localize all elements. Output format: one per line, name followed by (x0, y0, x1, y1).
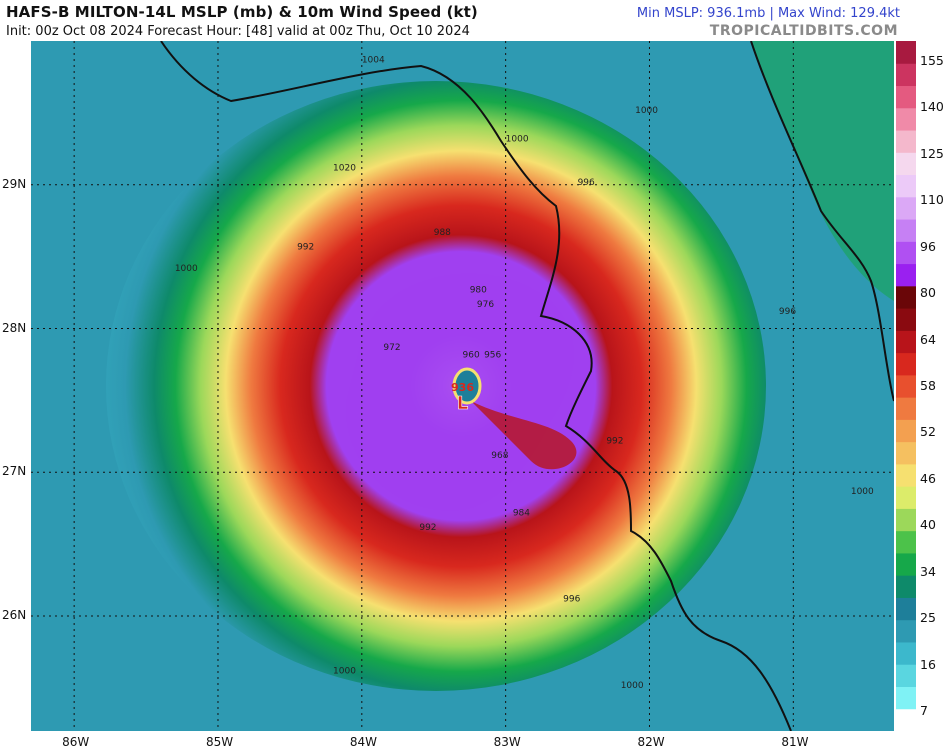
colorbar-label: 58 (920, 378, 936, 393)
isobar-label: 996 (779, 307, 796, 317)
colorbar-segment (896, 530, 916, 554)
latitude-label: 28N (2, 320, 27, 335)
colorbar-label: 64 (920, 331, 936, 347)
storm-eye (452, 367, 482, 405)
isobar-label: 960 (463, 350, 480, 360)
isobar-label: 1000 (851, 487, 874, 497)
colorbar-label: 34 (920, 563, 936, 579)
colorbar-segment (896, 196, 916, 220)
colorbar-label: 7 (920, 703, 928, 718)
longitude-label: 83W (493, 735, 521, 749)
isobar-label: 988 (434, 228, 451, 238)
colorbar-segment (896, 219, 916, 242)
storm-stats: Min MSLP: 936.1mb | Max Wind: 129.4kt (636, 6, 900, 21)
colorbar-label: 25 (920, 610, 936, 626)
colorbar-segment (896, 63, 916, 87)
map-canvas: 1004 1000 1000 1020 996 992 988 980 976 972 960 956… (31, 41, 894, 731)
isobar-label: 992 (297, 242, 314, 252)
isobar-label: 980 (470, 286, 487, 296)
colorbar-label: 52 (920, 424, 936, 440)
colorbar-segment (896, 107, 916, 131)
isobar-label: 1004 (362, 56, 385, 66)
colorbar-segment (896, 597, 916, 621)
isobar-labels: 1004 1000 1000 1020 996 992 988 980 976 972 960 956… (175, 56, 874, 691)
colorbar-label: 80 (920, 285, 936, 301)
colorbar-segment (896, 130, 916, 153)
isobar-label: 1000 (506, 135, 529, 145)
colorbar-segment (896, 708, 916, 731)
longitude-label: 82W (637, 735, 665, 749)
rain-band (471, 401, 577, 470)
isobar-label: 996 (563, 595, 580, 605)
map-title: HAFS-B MILTON-14L MSLP (mb) & 10m Wind S… (6, 3, 478, 21)
isobar-label: 1000 (621, 681, 644, 691)
isobar-label: 984 (513, 508, 530, 518)
colorbar-label: 40 (920, 517, 936, 533)
colorbar-segment (896, 41, 916, 64)
colorbar-segment (896, 263, 916, 287)
wind-speed-colorbar (896, 41, 916, 731)
site-brand: TROPICALTIDBITS.COM (709, 23, 898, 39)
colorbar-segment (896, 308, 916, 331)
colorbar-segment (896, 552, 916, 576)
longitude-label: 85W (205, 735, 234, 749)
gulf-coastline (160, 41, 792, 731)
colorbar-segment (896, 374, 916, 398)
east-wind-band (751, 41, 894, 301)
colorbar-segment (896, 575, 916, 598)
longitude-label: 86W (62, 735, 90, 749)
storm-min-pressure: 936 (451, 381, 474, 394)
isobar-label: 1000 (175, 264, 198, 274)
colorbar-segment (896, 463, 916, 487)
colorbar-segment (896, 619, 916, 643)
map-panel[interactable]: 1004 1000 1000 1020 996 992 988 980 976 972 960 956… (31, 41, 894, 731)
isobar-label: 1000 (333, 667, 356, 677)
colorbar-segment (896, 241, 916, 265)
colorbar-label: 46 (920, 470, 936, 486)
latitude-label: 29N (2, 176, 27, 191)
longitude-label: 81W (781, 735, 809, 749)
colorbar-label: 155 (920, 53, 944, 68)
colorbar-label: 140 (920, 99, 944, 115)
map-subtitle: Init: 00z Oct 08 2024 Forecast Hour: [48… (6, 24, 470, 39)
colorbar-segment (896, 397, 916, 420)
colorbar-segment (896, 486, 916, 509)
atlantic-coastline (750, 41, 894, 402)
colorbar-label: 16 (920, 656, 936, 672)
latitude-label: 27N (2, 464, 27, 479)
isobar-label: 1020 (333, 163, 356, 173)
colorbar-segment (896, 152, 916, 176)
isobar-label: 968 (491, 451, 508, 461)
colorbar-segment (896, 85, 916, 109)
isobar-label: 976 (477, 300, 494, 310)
colorbar-label: 125 (920, 145, 944, 161)
latitude-label: 26N (2, 608, 27, 622)
colorbar-segment (896, 285, 916, 309)
colorbar-segment (896, 352, 916, 376)
longitude-label: 84W (349, 735, 377, 749)
colorbar-segment (896, 419, 916, 443)
lat-lon-grid (31, 41, 894, 731)
colorbar-segment (896, 174, 916, 198)
storm-marker: L 936 (451, 381, 474, 414)
colorbar-label: 110 (920, 192, 944, 208)
colorbar-segment (896, 664, 916, 687)
isobar-label: 1000 (635, 106, 658, 116)
isobar-label: 992 (419, 523, 436, 533)
colorbar-segment (896, 441, 916, 465)
colorbar-segment (896, 330, 916, 354)
colorbar-segment (896, 508, 916, 532)
isobar-label: 996 (578, 178, 595, 188)
colorbar-segment (896, 686, 916, 710)
colorbar-segment (896, 641, 916, 665)
isobar-label: 956 (484, 350, 501, 360)
storm-low-symbol: L (457, 393, 468, 414)
isobar-label: 972 (383, 343, 400, 353)
colorbar-label: 96 (920, 238, 936, 254)
isobar-label: 992 (606, 437, 623, 447)
